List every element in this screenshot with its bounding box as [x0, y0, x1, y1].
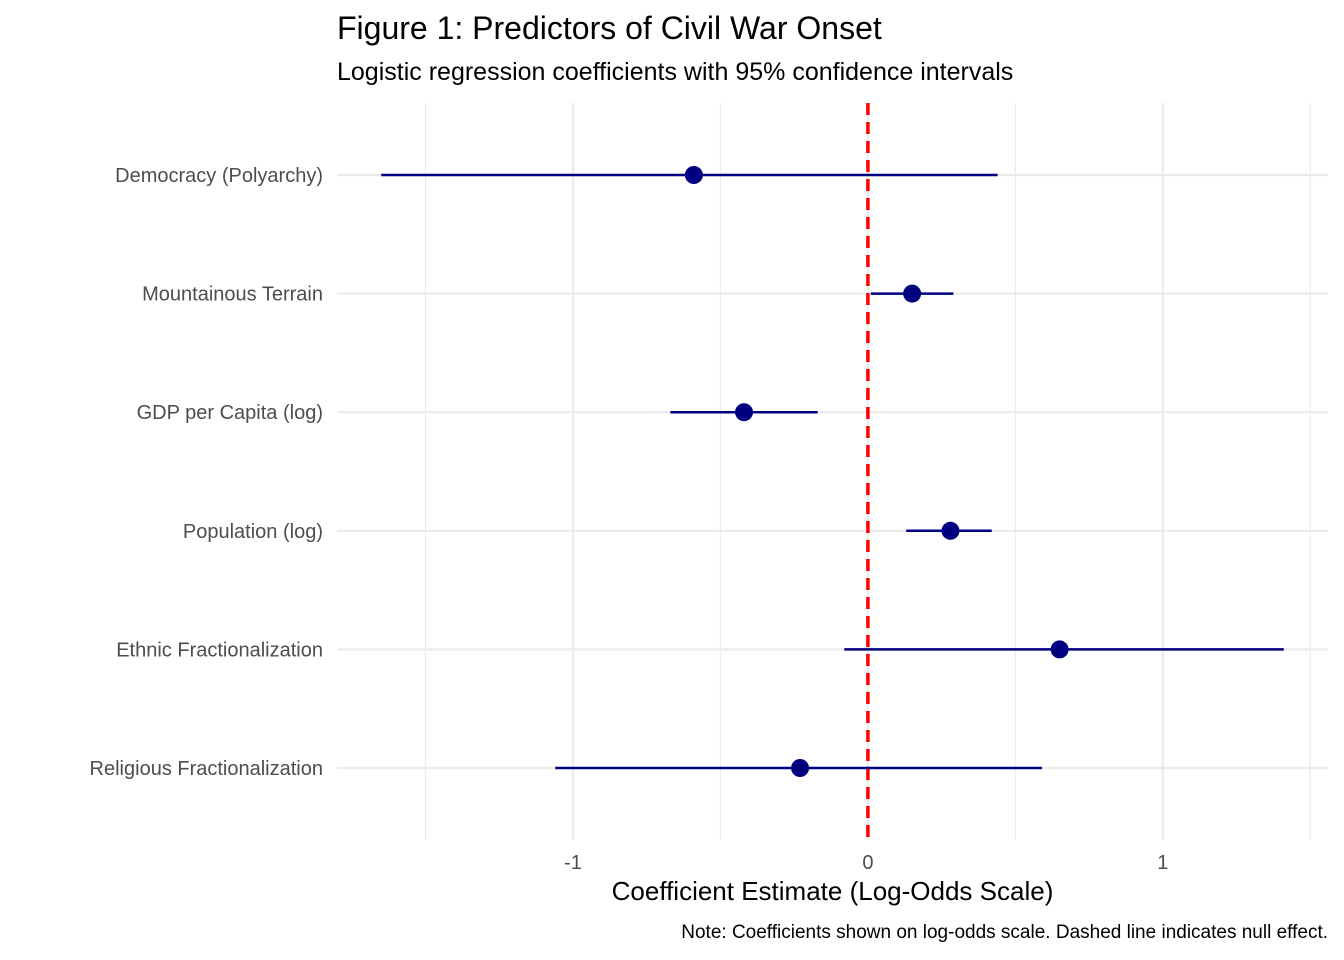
x-axis-label: Coefficient Estimate (Log-Odds Scale) — [611, 876, 1054, 906]
coefficient-point — [941, 521, 960, 540]
x-tick-label: 1 — [1157, 852, 1168, 874]
y-tick-label: Democracy (Polyarchy) — [115, 165, 323, 187]
coefficient-point — [791, 759, 810, 777]
coefficient-point — [684, 166, 703, 184]
chart-title: Figure 1: Predictors of Civil War Onset — [337, 10, 882, 46]
y-tick-label: GDP per Capita (log) — [137, 402, 323, 424]
coefficient-point — [1050, 640, 1069, 659]
y-tick-label: Religious Fractionalization — [90, 758, 323, 780]
y-tick-label: Mountainous Terrain — [142, 284, 323, 306]
y-tick-label: Population (log) — [183, 521, 323, 543]
x-tick-label: 0 — [862, 852, 873, 874]
y-tick-label: Ethnic Fractionalization — [116, 639, 323, 661]
x-tick-label: -1 — [564, 852, 582, 874]
coefficient-point — [735, 403, 754, 422]
chart-subtitle: Logistic regression coefficients with 95… — [337, 58, 1014, 86]
chart-caption: Note: Coefficients shown on log-odds sca… — [681, 922, 1328, 943]
coefficient-point — [903, 284, 922, 303]
